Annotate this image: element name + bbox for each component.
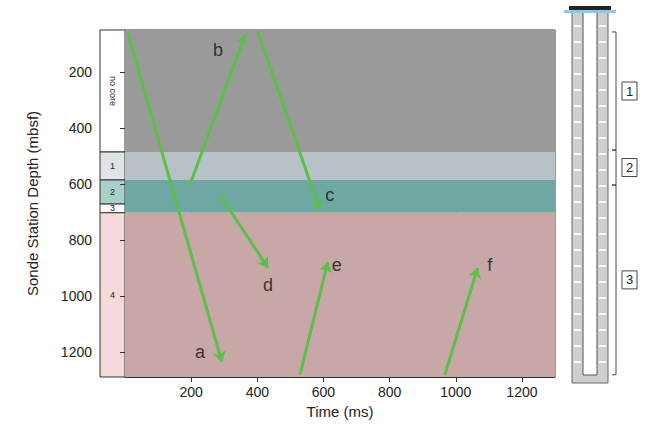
- svg-text:400: 400: [246, 384, 270, 400]
- svg-text:Time (ms): Time (ms): [307, 403, 374, 420]
- svg-text:no core: no core: [108, 76, 118, 106]
- svg-text:c: c: [325, 185, 334, 205]
- svg-text:Sonde Station Depth (mbsf): Sonde Station Depth (mbsf): [24, 111, 41, 296]
- svg-text:3: 3: [110, 203, 115, 213]
- svg-text:1200: 1200: [61, 344, 92, 360]
- svg-text:d: d: [263, 275, 273, 295]
- svg-text:2: 2: [626, 160, 633, 175]
- svg-text:4: 4: [110, 290, 115, 300]
- svg-text:a: a: [195, 342, 206, 362]
- svg-text:1: 1: [110, 161, 115, 171]
- svg-text:e: e: [332, 255, 342, 275]
- svg-text:f: f: [487, 255, 493, 275]
- svg-text:800: 800: [378, 384, 402, 400]
- svg-text:2: 2: [110, 187, 115, 197]
- svg-text:400: 400: [69, 120, 93, 136]
- svg-text:200: 200: [69, 64, 93, 80]
- svg-text:3: 3: [626, 272, 633, 287]
- svg-text:b: b: [213, 40, 223, 60]
- svg-text:600: 600: [69, 176, 93, 192]
- svg-text:1000: 1000: [61, 288, 92, 304]
- svg-text:600: 600: [312, 384, 336, 400]
- svg-text:1000: 1000: [440, 384, 471, 400]
- svg-text:200: 200: [179, 384, 203, 400]
- svg-text:1: 1: [626, 84, 633, 99]
- svg-text:1200: 1200: [506, 384, 537, 400]
- svg-text:800: 800: [69, 232, 93, 248]
